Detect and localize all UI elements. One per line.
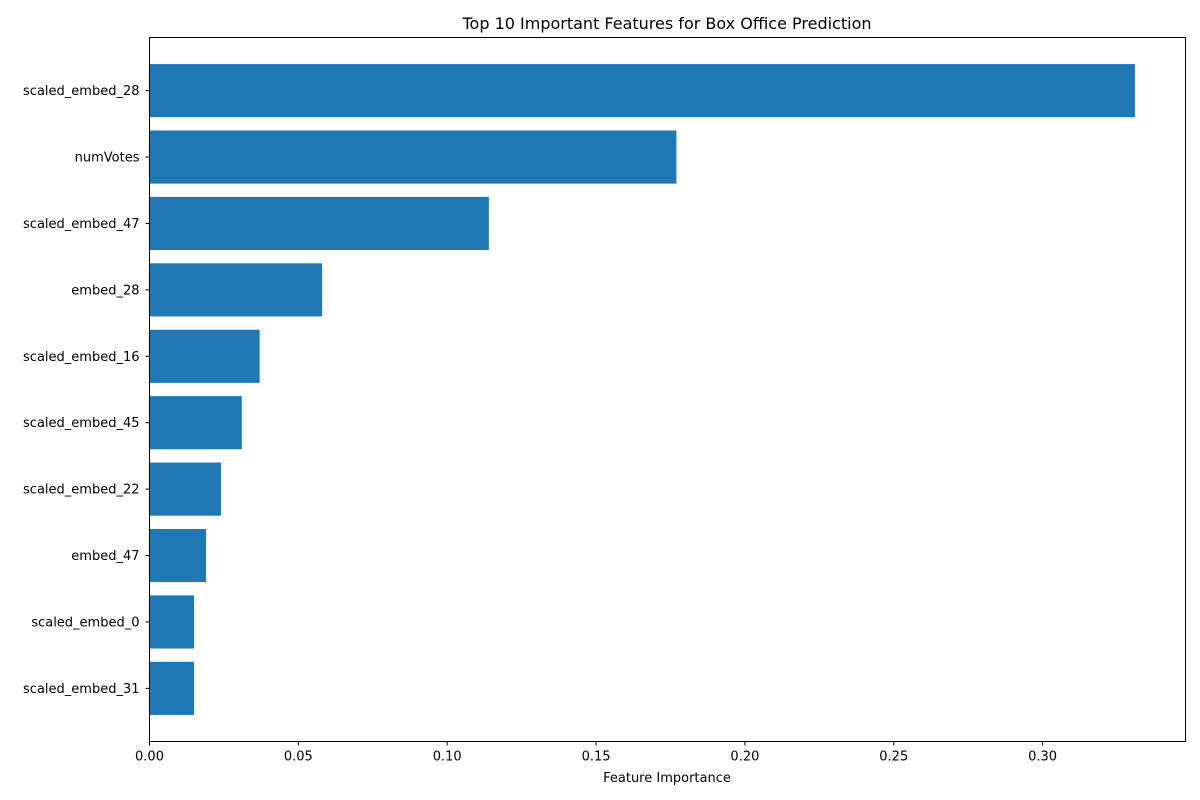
x-tick-label: 0.15	[582, 750, 611, 765]
bars-group	[149, 64, 1135, 715]
y-tick-label: scaled_embed_45	[23, 416, 139, 431]
x-tick-label: 0.10	[433, 750, 462, 765]
plot-frame	[149, 37, 1186, 742]
x-axis-ticks: 0.00 0.05 0.10 0.15 0.20 0.25 0.30	[135, 741, 1057, 765]
y-tick-label: numVotes	[75, 151, 140, 166]
x-tick-label: 0.20	[730, 750, 759, 765]
x-tick-label: 0.00	[135, 750, 164, 765]
y-tick-label: scaled_embed_16	[23, 350, 139, 365]
y-tick-label: scaled_embed_22	[23, 483, 139, 498]
bar-scaled_embed_28	[149, 64, 1135, 118]
bar-embed_28	[149, 263, 323, 317]
x-axis-label: Feature Importance	[603, 771, 731, 786]
bar-numVotes	[149, 130, 677, 184]
y-tick-label: scaled_embed_28	[23, 84, 139, 99]
chart-title: Top 10 Important Features for Box Office…	[461, 14, 871, 33]
y-axis-ticks: scaled_embed_28 numVotes scaled_embed_47em…	[23, 84, 150, 697]
x-tick-label: 0.30	[1028, 750, 1057, 765]
bar-scaled_embed_45	[149, 396, 242, 450]
x-tick-label: 0.05	[284, 750, 313, 765]
bar-scaled_embed_16	[149, 329, 260, 383]
y-tick-label: scaled_embed_0	[31, 615, 139, 630]
x-tick-label: 0.25	[879, 750, 908, 765]
y-tick-label: embed_47	[71, 549, 139, 564]
y-tick-label: scaled_embed_31	[23, 682, 139, 697]
y-tick-label: embed_28	[71, 283, 139, 298]
bar-scaled_embed_0	[149, 595, 195, 649]
y-tick-label: scaled_embed_47	[23, 217, 139, 232]
bar-scaled_embed_22	[149, 462, 221, 516]
bar-scaled_embed_47	[149, 196, 489, 251]
bar-embed_47	[149, 528, 207, 583]
bar-scaled_embed_31	[149, 661, 195, 715]
